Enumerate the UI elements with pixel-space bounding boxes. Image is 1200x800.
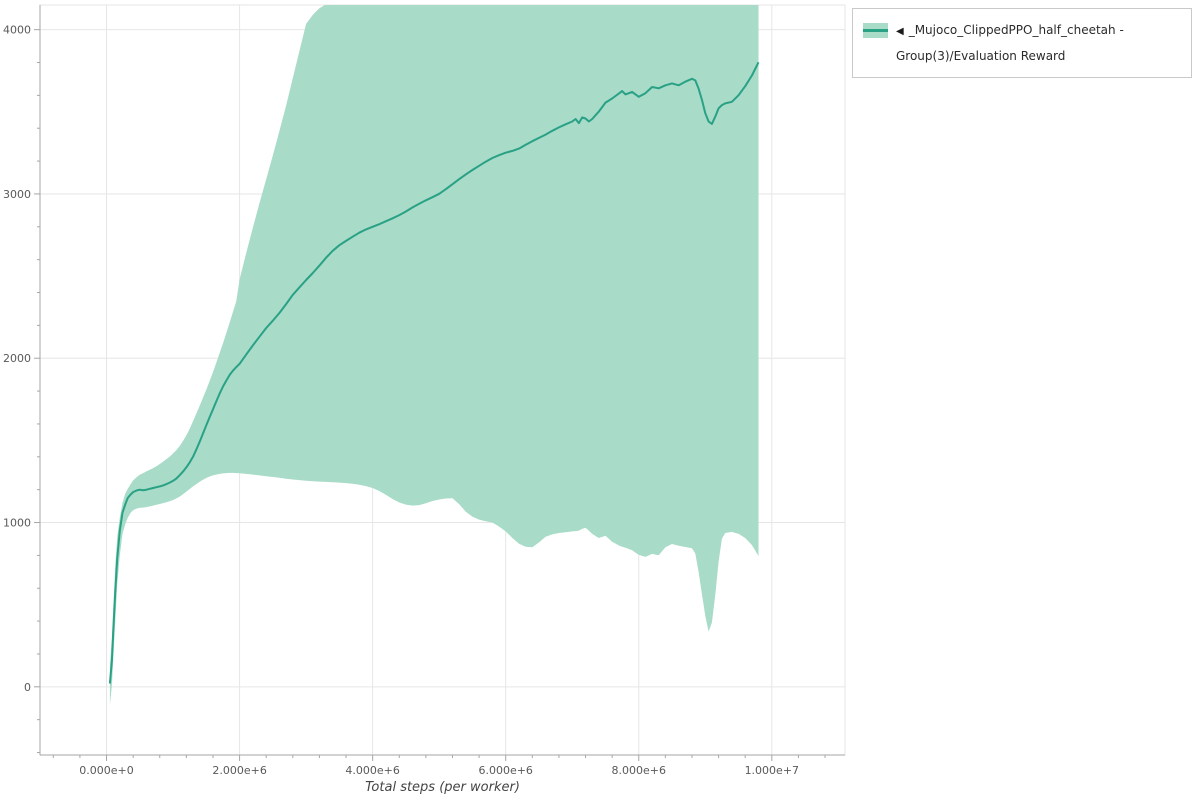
legend-entry[interactable]: ◀ _Mujoco_ClippedPPO_half_cheetah - Group… [863, 18, 1181, 68]
x-tick-label: 8.000e+6 [612, 764, 666, 777]
x-tick-label: 6.000e+6 [478, 764, 532, 777]
legend-swatch-line [863, 29, 888, 32]
y-tick-label: 2000 [3, 352, 31, 365]
y-tick-label: 0 [24, 681, 31, 694]
x-axis-label: Total steps (per worker) [365, 780, 520, 795]
x-tick-label: 1.000e+7 [745, 764, 799, 777]
confidence-band [109, 5, 759, 705]
y-tick-label: 1000 [3, 517, 31, 530]
legend-label: _Mujoco_ClippedPPO_half_cheetah - Group(… [896, 23, 1124, 63]
mean-line [108, 61, 760, 684]
x-tick-label: 4.000e+6 [345, 764, 399, 777]
y-tick-label: 3000 [3, 188, 31, 201]
y-tick-label: 4000 [3, 24, 31, 37]
legend-collapse-icon: ◀ [896, 26, 904, 37]
tick-labels: 0.000e+0 2.000e+6 4.000e+6 6.000e+6 8.000e+6… [3, 24, 799, 777]
axes [34, 5, 845, 761]
legend-swatch [863, 23, 888, 38]
legend: ◀ _Mujoco_ClippedPPO_half_cheetah - Group… [852, 8, 1192, 78]
series-group [108, 5, 760, 705]
x-tick-label: 2.000e+6 [212, 764, 266, 777]
legend-text: ◀ _Mujoco_ClippedPPO_half_cheetah - Group… [896, 18, 1181, 68]
x-tick-label: 0.000e+0 [79, 764, 133, 777]
